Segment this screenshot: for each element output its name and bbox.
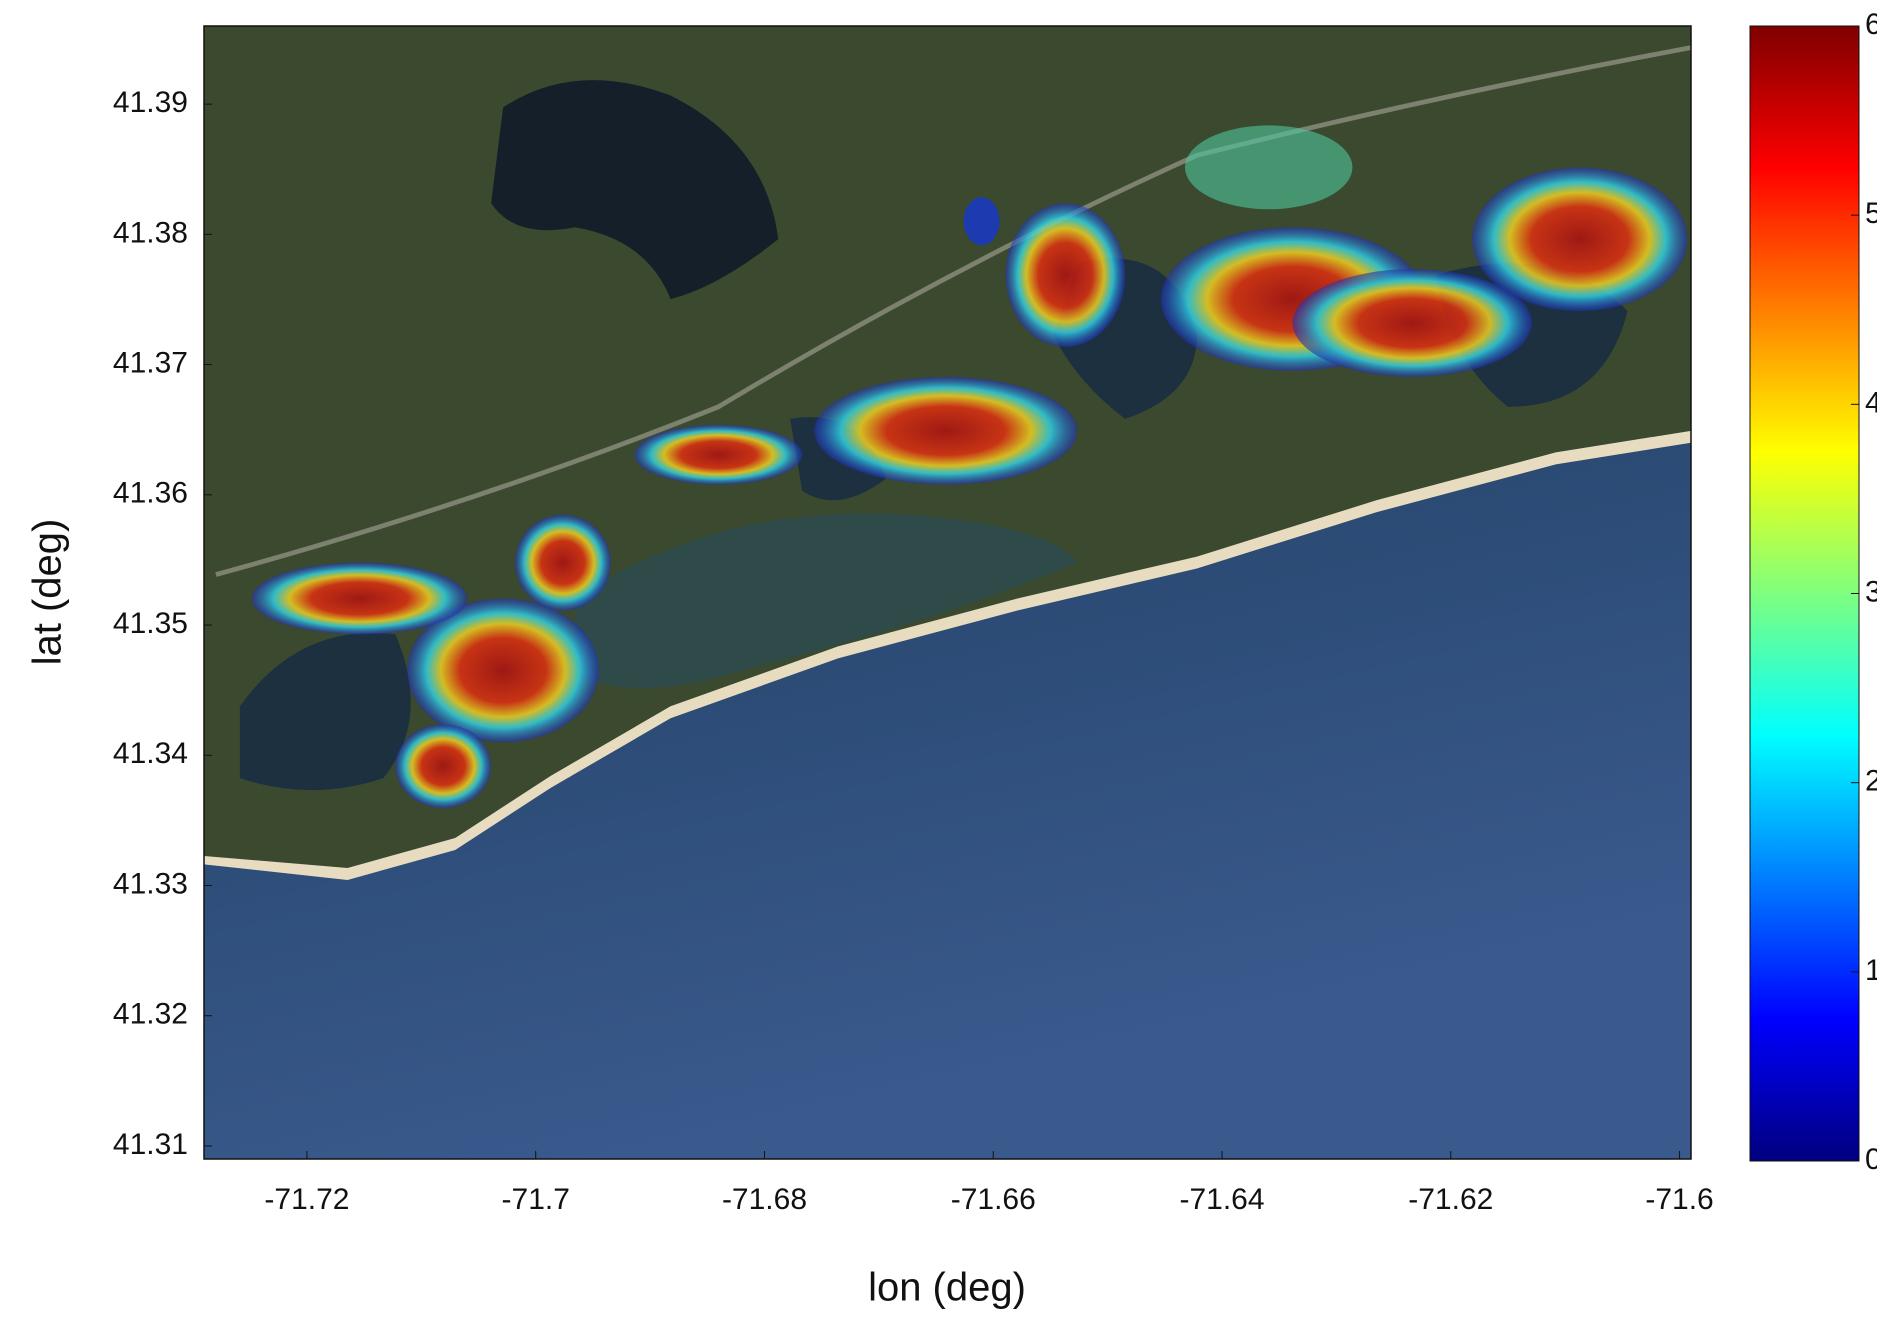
y-tick-label: 41.36 [113, 477, 188, 510]
y-tick-label: 41.38 [113, 216, 188, 249]
y-axis-label: lat (deg) [26, 519, 70, 666]
y-tick-label: 41.37 [113, 347, 188, 380]
y-tick-label: 41.39 [113, 86, 188, 119]
x-tick-label: -71.64 [1179, 1183, 1264, 1216]
colorbar-tick-label: 5 [1865, 197, 1877, 230]
y-tick-label: 41.33 [113, 867, 188, 900]
colorbar-tick-label: 4 [1865, 386, 1877, 419]
plot-frame [203, 25, 1692, 1160]
colorbar-tick-label: 3 [1865, 575, 1877, 608]
y-tick-label: 41.31 [113, 1128, 188, 1161]
y-tick-label: 41.34 [113, 737, 188, 770]
colorbar-tick-label: 6 [1865, 8, 1877, 41]
x-tick-label: -71.7 [502, 1183, 570, 1216]
colorbar-tick-label: 0 [1865, 1143, 1877, 1176]
x-tick-label: -71.6 [1645, 1183, 1713, 1216]
map-imagery [204, 26, 1691, 1159]
x-tick-label: -71.68 [722, 1183, 807, 1216]
y-tick-label: 41.35 [113, 607, 188, 640]
x-axis-label: lon (deg) [868, 1266, 1026, 1310]
x-tick-label: -71.62 [1408, 1183, 1493, 1216]
colorbar-tick-label: 2 [1865, 765, 1877, 798]
colorbar-tick-label: 1 [1865, 954, 1877, 987]
y-tick-label: 41.32 [113, 998, 188, 1031]
colorbar [1749, 25, 1860, 1162]
x-tick-label: -71.72 [264, 1183, 349, 1216]
x-tick-label: -71.66 [951, 1183, 1036, 1216]
